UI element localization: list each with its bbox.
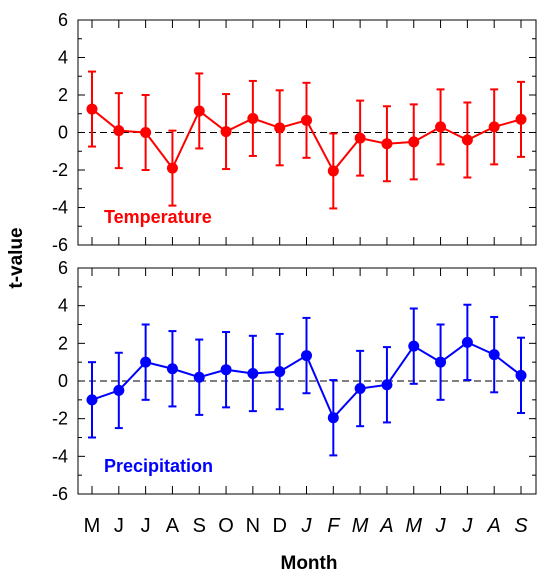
data-point xyxy=(113,125,125,137)
data-point xyxy=(515,369,527,381)
data-point xyxy=(381,379,393,391)
data-point xyxy=(193,105,205,117)
panel-temperature: 6 4 2 0 -2 -4 -6 Temperature xyxy=(52,10,537,255)
x-tick-label: S xyxy=(193,515,206,537)
data-point xyxy=(354,383,366,395)
data-point xyxy=(354,132,366,144)
x-tick-label: A xyxy=(379,515,393,537)
y-tick-label: -2 xyxy=(52,409,68,429)
data-point xyxy=(381,138,393,150)
data-point xyxy=(113,384,125,396)
y-tick-label: 2 xyxy=(58,85,68,105)
y-tick-label: -2 xyxy=(52,160,68,180)
data-point xyxy=(408,136,420,148)
x-tick-label: A xyxy=(487,515,501,537)
data-point xyxy=(461,336,473,348)
panel-label: Temperature xyxy=(104,207,212,227)
x-tick-label: F xyxy=(327,515,341,537)
y-tick-label: -6 xyxy=(52,484,68,504)
x-tick-label: O xyxy=(218,515,234,537)
data-point xyxy=(435,121,447,133)
y-tick-label: 0 xyxy=(58,371,68,391)
data-point xyxy=(274,366,286,378)
x-tick-label: M xyxy=(352,515,369,537)
y-tick-label: 6 xyxy=(58,10,68,30)
y-tick-label: 4 xyxy=(58,296,68,316)
x-axis-label: Month xyxy=(281,553,338,574)
x-tick-label: S xyxy=(514,515,528,537)
data-point xyxy=(193,371,205,383)
data-point xyxy=(247,367,259,379)
data-point xyxy=(140,127,152,138)
x-tick-label: N xyxy=(246,515,260,537)
data-point xyxy=(86,103,98,115)
data-point xyxy=(408,340,420,352)
x-tick-label: D xyxy=(272,515,286,537)
x-tick-label: A xyxy=(166,515,180,537)
y-tick-label: -4 xyxy=(52,446,68,466)
data-point xyxy=(488,121,500,133)
data-point xyxy=(327,165,339,177)
x-tick-label: J xyxy=(114,515,124,537)
y-axis-label: t-value xyxy=(6,227,27,288)
x-tick-label: J xyxy=(461,515,473,537)
x-tick-label: M xyxy=(84,515,101,537)
y-tick-label: 4 xyxy=(58,48,68,68)
data-point xyxy=(327,412,339,424)
x-tick-label: M xyxy=(405,515,422,537)
data-point xyxy=(220,126,232,138)
data-point xyxy=(301,350,312,362)
y-tick-label: 0 xyxy=(58,123,68,143)
data-point xyxy=(461,134,473,146)
y-tick-label: 2 xyxy=(58,333,68,353)
panel-precipitation: 6 4 2 0 -2 -4 -6 Precipitation xyxy=(52,258,537,504)
data-point xyxy=(515,113,527,125)
x-tick-label: J xyxy=(435,515,447,537)
data-point xyxy=(488,349,500,361)
data-point xyxy=(301,114,312,126)
data-point xyxy=(140,356,152,368)
y-tick-label: 6 xyxy=(58,258,68,278)
data-point xyxy=(274,122,286,134)
x-tick-label: J xyxy=(141,515,151,537)
y-tick-label: -6 xyxy=(52,235,68,255)
data-point xyxy=(166,363,178,375)
data-point xyxy=(86,394,98,406)
data-point xyxy=(220,364,232,376)
panel-label: Precipitation xyxy=(104,456,213,476)
data-point xyxy=(247,112,259,124)
data-point xyxy=(435,356,447,368)
data-point xyxy=(166,162,178,174)
x-tick-label: J xyxy=(301,515,313,537)
y-tick-label: -4 xyxy=(52,198,68,218)
